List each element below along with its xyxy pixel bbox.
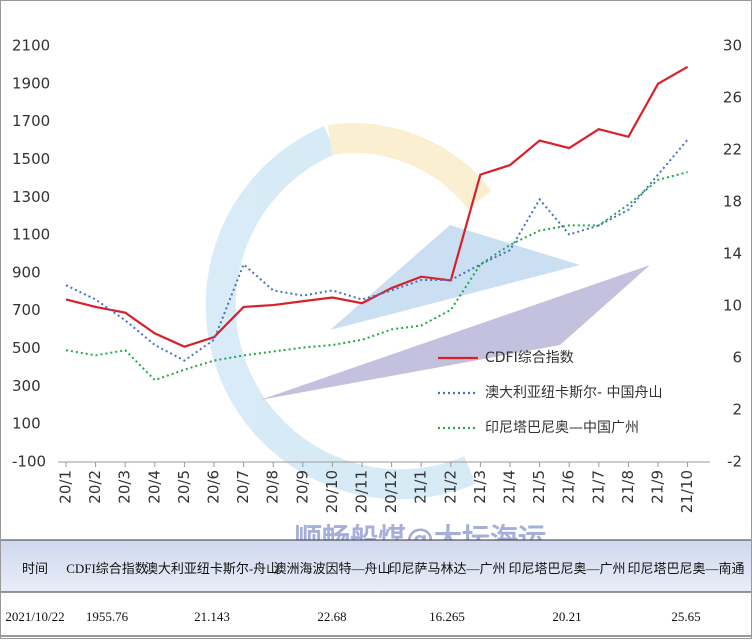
y-tick-label: 1700	[12, 112, 50, 130]
x-tick-label: 21/4	[501, 470, 519, 504]
x-tick-label: 20/9	[293, 470, 311, 504]
series-line	[65, 171, 688, 382]
y2-tick-label: 18	[723, 193, 742, 211]
x-tick-label: 20/2	[86, 470, 104, 504]
x-tick-label: 20/1	[57, 470, 75, 504]
x-tick-label: 21/8	[619, 470, 637, 504]
x-tick-label: 20/5	[175, 470, 193, 504]
x-tick-label: 20/4	[145, 470, 163, 504]
y2-tick-label: 2	[732, 401, 742, 419]
y2-tick-label: 22	[723, 141, 742, 159]
y2-tick-label: 6	[732, 349, 742, 367]
legend-label: CDFI综合指数	[485, 350, 574, 366]
legend-label: 澳大利亚纽卡斯尔- 中国舟山	[485, 385, 663, 401]
y-tick-label: 1900	[12, 74, 50, 92]
table-header-cell: 时间	[22, 561, 48, 576]
x-tick-label: 20/10	[323, 470, 341, 513]
table-cell: 1955.76	[86, 609, 129, 624]
y2-tick-label: 30	[723, 37, 742, 55]
x-tick-label: 21/3	[471, 470, 489, 504]
table-cell: 22.68	[317, 609, 346, 624]
table: 时间 CDFI综合指数澳大利亚纽卡斯尔-舟山澳洲海波因特—舟山印尼萨马林达—广州印…	[1, 539, 751, 637]
x-tick-label: 21/10	[678, 470, 696, 513]
y-tick-label: 1100	[12, 226, 50, 244]
table-cell: 25.65	[671, 609, 700, 624]
y2-tick-label: 14	[723, 245, 742, 263]
y-tick-label: 900	[12, 263, 41, 281]
y2-tick-label: 26	[723, 89, 742, 107]
y-tick-label: -100	[12, 453, 46, 471]
legend-label: 印尼塔巴尼奥—中国广州	[485, 419, 639, 436]
x-tick-label: 20/8	[264, 470, 282, 504]
table-header-cell: 澳大利亚纽卡斯尔-舟山	[145, 561, 279, 576]
background-graphic	[205, 123, 650, 500]
y-tick-label: 1500	[12, 150, 50, 168]
table-cell: 2021/10/22	[5, 609, 64, 624]
y-tick-label: 300	[12, 377, 41, 395]
x-tick-label: 21/7	[589, 470, 607, 504]
x-tick-label: 20/6	[205, 470, 223, 504]
y2-tick-label: -2	[727, 453, 742, 471]
y-tick-label: 500	[12, 339, 41, 357]
table-cell: 21.143	[194, 609, 230, 624]
x-tick-label: 21/1	[412, 470, 430, 504]
x-tick-label: 21/5	[530, 470, 548, 504]
y-tick-label: 100	[12, 415, 41, 433]
table-header-cell: 印尼塔巴尼奥—南通	[627, 561, 744, 576]
x-tick-label: 20/3	[116, 470, 134, 504]
x-tick-label: 21/2	[441, 470, 459, 504]
x-tick-label: 21/6	[560, 470, 578, 504]
series-line	[65, 65, 689, 348]
table-header-bg	[1, 540, 751, 592]
table-header-cell: CDFI综合指数	[66, 561, 148, 576]
y-tick-label: 2100	[12, 37, 50, 55]
table-cell: 20.21	[552, 609, 581, 624]
x-tick-label: 20/11	[353, 470, 371, 513]
x-tick-label: 20/12	[382, 470, 400, 513]
table-cell: 16.265	[429, 609, 465, 624]
y2-tick-label: 10	[723, 297, 742, 315]
y-tick-label: 700	[12, 301, 41, 319]
table-header-cell: 印尼萨马林达—广州	[388, 561, 505, 576]
x-tick-label: 20/7	[234, 470, 252, 504]
table-header-cell: 印尼塔巴尼奥—广州	[508, 561, 625, 576]
y-tick-label: 1300	[12, 188, 50, 206]
table-header-cell: 澳洲海波因特—舟山	[273, 561, 390, 576]
x-tick-label: 21/9	[649, 470, 667, 504]
